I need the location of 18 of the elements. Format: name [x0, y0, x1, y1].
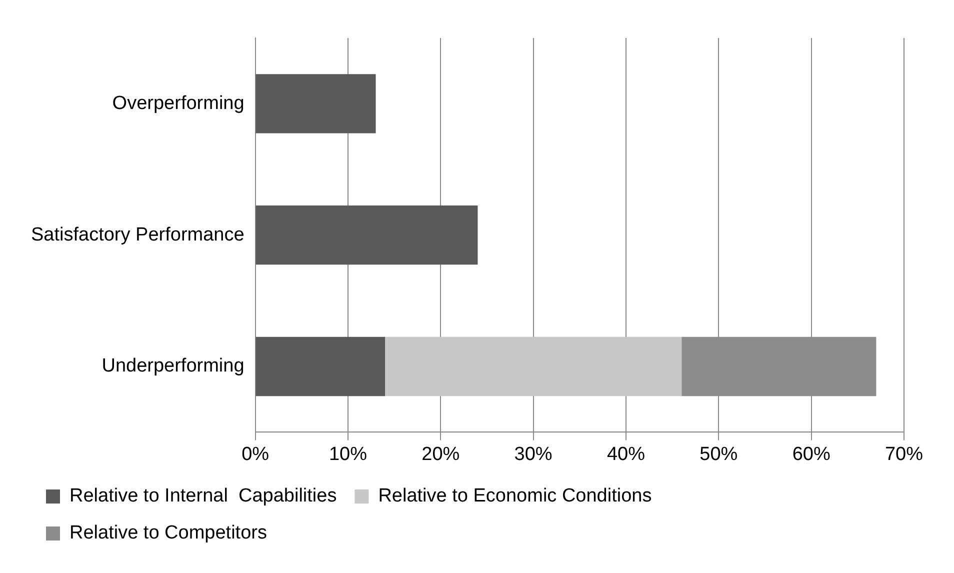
x-tick-label: 70%	[884, 444, 924, 465]
bar	[256, 74, 376, 134]
legend-label: Relative to Economic Conditions	[378, 486, 652, 507]
y-tick-label: Underperforming	[102, 356, 244, 377]
y-tick-label: Overperforming	[112, 92, 244, 114]
x-tick-label: 60%	[792, 444, 830, 465]
legend-label: Relative to Internal Capabilities	[70, 486, 337, 507]
x-tick-label: 50%	[700, 444, 738, 465]
x-tick-label: 10%	[328, 444, 368, 465]
bar	[385, 336, 682, 396]
bar	[256, 206, 478, 265]
x-tick-label: 20%	[422, 444, 460, 465]
x-tick-label: 40%	[606, 444, 646, 465]
x-tick-label: 0%	[242, 444, 270, 465]
y-tick-label: Satisfactory Performance	[30, 224, 244, 246]
bar	[256, 336, 386, 396]
legend-label: Relative to Competitors	[70, 522, 267, 544]
x-tick-label: 30%	[514, 444, 552, 465]
